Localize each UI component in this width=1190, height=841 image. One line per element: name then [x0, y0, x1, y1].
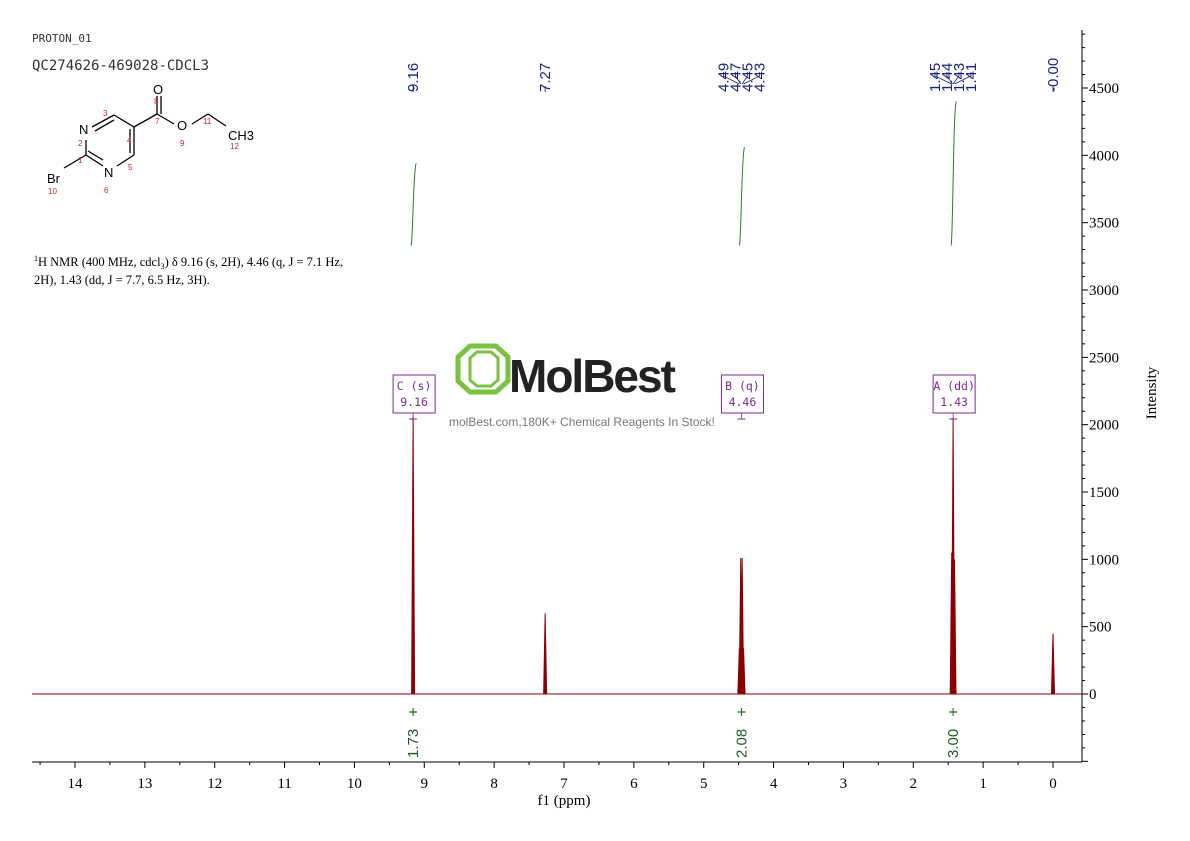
nmr-description-line2: 2H), 1.43 (dd, J = 7.7, 6.5 Hz, 3H). [34, 273, 210, 287]
atom-number-8: 8 [154, 97, 159, 106]
y-tick-label: 4000 [1089, 148, 1119, 164]
axes: 14 13 12 11 10 9 8 7 6 5 4 3 2 1 0f1 (ppm)050010001500… [32, 30, 1160, 809]
peak-shift-label: 4.43 [751, 63, 768, 92]
atom-number-4: 4 [127, 136, 132, 145]
x-tick-label: 1 [979, 776, 987, 792]
watermark-brand: MolBest [509, 350, 676, 402]
x-tick-label: 9 [421, 776, 429, 792]
x-tick-label: 11 [277, 776, 291, 792]
peak-connector [723, 72, 740, 85]
multiplet-name: C (s) [397, 379, 432, 393]
atom-ch3: CH3 [228, 128, 254, 143]
integral-curve [410, 163, 417, 246]
multiplet-shift: 9.16 [400, 395, 428, 409]
atom-o-ester: O [177, 118, 187, 133]
integral-value: 2.08 [733, 729, 750, 758]
x-tick-label: 6 [630, 776, 638, 792]
atom-number-2: 2 [78, 139, 83, 148]
x-tick-label: 0 [1049, 776, 1057, 792]
integral-curve [738, 147, 745, 246]
integral-value: 3.00 [945, 729, 962, 758]
peak-shift-label: -0.00 [1045, 58, 1062, 92]
y-tick-label: 3000 [1089, 283, 1119, 299]
atom-number-5: 5 [128, 163, 133, 172]
chemical-structure: O N O CH3 Br N 8 3 7 11 2 4 9 12 1 5 10 … [47, 82, 254, 196]
integral-curves [410, 101, 957, 246]
multiplet-name: A (dd) [933, 379, 975, 393]
peak-connector [952, 72, 960, 85]
integral-value: 1.73 [405, 729, 422, 758]
x-tick-label: 10 [347, 776, 362, 792]
experiment-label: PROTON_01 [32, 32, 92, 45]
y-tick-label: 500 [1089, 620, 1112, 636]
spectrum-peak [411, 416, 416, 695]
x-tick-label: 3 [840, 776, 848, 792]
spectrum-peak [952, 559, 957, 695]
multiplet-shift: 1.43 [940, 395, 968, 409]
peak-shift-label: 9.16 [405, 63, 422, 92]
x-tick-label: 2 [910, 776, 918, 792]
y-tick-label: 2000 [1089, 418, 1119, 434]
y-tick-label: 2500 [1089, 350, 1119, 366]
y-axis-label: Intensity [1144, 366, 1160, 419]
x-axis-label: f1 (ppm) [538, 793, 591, 809]
peak-connector [743, 72, 760, 85]
y-tick-label: 1500 [1089, 485, 1119, 501]
atom-o-carbonyl: O [153, 82, 163, 97]
nmr-description-line1: 1H NMR (400 MHz, cdcl3) δ 9.16 (s, 2H), … [34, 254, 343, 271]
molbest-logo-icon [455, 343, 511, 395]
peak-connector [954, 72, 972, 85]
peak-shift-label: 7.27 [537, 63, 554, 92]
atom-br: Br [47, 171, 61, 186]
x-tick-label: 13 [137, 776, 152, 792]
atom-number-6: 6 [104, 186, 109, 195]
x-tick-label: 12 [207, 776, 222, 792]
peak-connector [934, 72, 952, 85]
multiplet-box [392, 374, 436, 414]
atom-number-1: 1 [78, 156, 83, 165]
atom-number-9: 9 [180, 139, 185, 148]
multiplet-shift: 4.46 [729, 395, 757, 409]
atom-number-7: 7 [155, 117, 160, 126]
spectrum-peak [543, 613, 548, 695]
peak-labels: 9.16 7.27 4.494.474.454.43 1.451.441.431.41… [405, 58, 1062, 92]
multiplet-box [932, 374, 976, 414]
watermark-tagline: molBest.com,180K+ Chemical Reagents In S… [449, 415, 715, 429]
multiplet-boxes: C (s) 9.16 B (q) 4.46 A (dd) 1.43 [392, 374, 976, 420]
y-tick-label: 4500 [1089, 81, 1119, 97]
molbest-watermark: MolBest molBest.com,180K+ Chemical Reage… [449, 343, 715, 429]
x-tick-label: 5 [700, 776, 708, 792]
y-tick-label: 3500 [1089, 216, 1119, 232]
peak-shift-label: 4.49 [715, 63, 732, 92]
atom-n-6: N [104, 165, 113, 180]
x-tick-label: 14 [68, 776, 84, 792]
peak-shift-label: 1.45 [927, 63, 944, 92]
spectrum-peak [1051, 633, 1055, 695]
sample-label: QC274626-469028-CDCL3 [32, 58, 209, 74]
x-tick-label: 8 [490, 776, 498, 792]
atom-number-12: 12 [230, 142, 239, 151]
integral-labels: 1.73 2.08 3.00 [405, 708, 962, 758]
y-tick-label: 1000 [1089, 552, 1119, 568]
atom-number-3: 3 [103, 109, 108, 118]
x-tick-label: 7 [560, 776, 568, 792]
integral-curve [950, 101, 957, 246]
peak-shift-label: 1.43 [951, 63, 968, 92]
peak-shift-label: 1.41 [963, 63, 980, 92]
spectrum-peak [741, 648, 746, 695]
multiplet-box [720, 374, 764, 414]
peak-connector [735, 72, 742, 85]
atom-number-10: 10 [48, 187, 57, 196]
peak-connector [741, 72, 748, 85]
spectrum [32, 416, 1082, 695]
x-tick-label: 4 [770, 776, 778, 792]
y-tick-label: 0 [1089, 687, 1097, 703]
peak-connector [946, 72, 953, 85]
atom-number-11: 11 [203, 117, 212, 126]
peak-shift-label: 4.45 [739, 63, 756, 92]
atom-n-2: N [79, 122, 88, 137]
multiplet-name: B (q) [725, 379, 760, 393]
